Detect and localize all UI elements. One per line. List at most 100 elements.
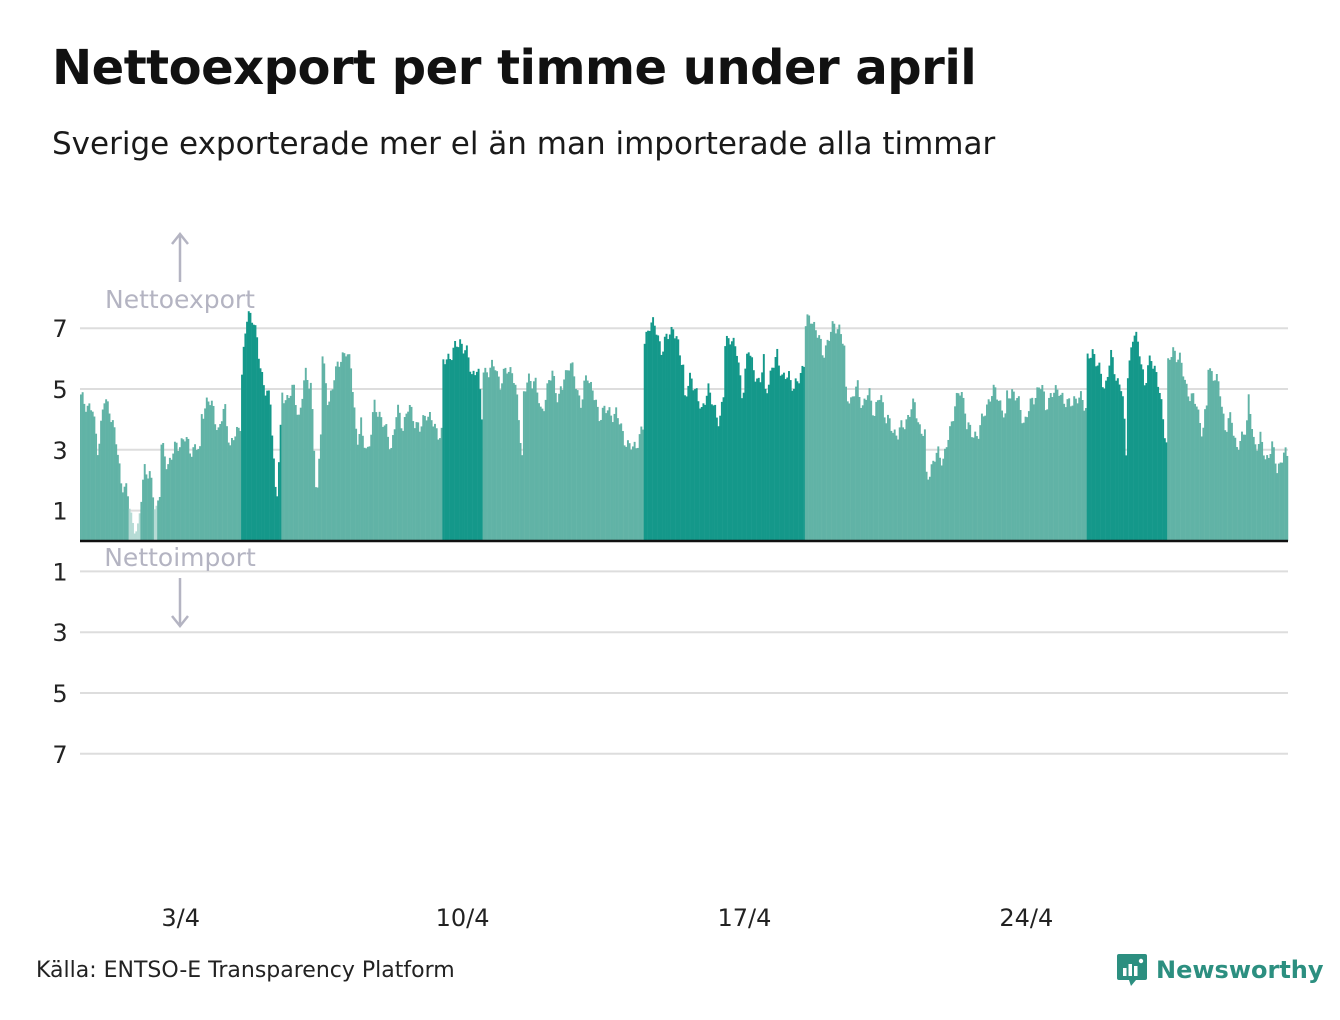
bar xyxy=(980,413,983,541)
bar xyxy=(1068,398,1071,541)
bar xyxy=(912,398,915,541)
bar xyxy=(764,388,767,541)
bar xyxy=(779,375,782,541)
bar xyxy=(491,359,493,541)
bar xyxy=(1078,397,1081,541)
bar xyxy=(836,329,839,541)
bar xyxy=(788,371,790,541)
bar xyxy=(333,380,336,541)
bar xyxy=(80,394,82,541)
bar xyxy=(835,333,837,541)
bar xyxy=(162,442,165,541)
bar xyxy=(200,414,203,541)
bar xyxy=(219,424,222,541)
bar xyxy=(1266,455,1269,541)
bar xyxy=(808,315,811,541)
bar xyxy=(207,401,210,541)
bar xyxy=(467,357,470,541)
bar xyxy=(370,434,373,541)
bar xyxy=(841,343,844,541)
bar xyxy=(329,390,332,541)
bar xyxy=(484,367,487,541)
bar xyxy=(546,383,549,541)
bar xyxy=(714,404,717,541)
bar xyxy=(432,426,435,541)
bar xyxy=(318,458,321,541)
bar xyxy=(618,424,621,541)
bar xyxy=(989,401,992,541)
bar xyxy=(623,445,626,541)
bar xyxy=(204,408,207,541)
bar xyxy=(272,458,275,541)
bar xyxy=(348,354,351,541)
bar xyxy=(833,323,836,541)
bar xyxy=(215,430,218,541)
bar xyxy=(544,399,547,541)
bar xyxy=(682,364,685,541)
bar xyxy=(1222,413,1225,541)
bar xyxy=(1237,449,1240,541)
bar xyxy=(1225,431,1228,541)
bar xyxy=(1048,397,1051,541)
bar xyxy=(905,419,908,541)
bar xyxy=(133,533,136,541)
bar xyxy=(986,404,988,541)
bar xyxy=(863,398,866,541)
bar xyxy=(457,347,460,541)
bar xyxy=(1175,362,1178,541)
bar xyxy=(1073,396,1076,541)
bar xyxy=(581,399,584,541)
bar xyxy=(455,346,458,541)
bar xyxy=(746,353,749,541)
bar xyxy=(534,377,537,541)
bar xyxy=(992,384,995,541)
bar xyxy=(373,399,376,541)
bar xyxy=(1121,396,1124,541)
arrow-up-head xyxy=(171,231,189,245)
bar xyxy=(957,393,960,541)
x-axis-labels: 3/4 10/4 17/4 24/4 xyxy=(161,904,1053,932)
bar xyxy=(1046,409,1049,541)
bar xyxy=(293,384,296,541)
bar xyxy=(984,415,987,541)
bar xyxy=(276,496,279,541)
bar xyxy=(403,417,406,541)
bar xyxy=(195,449,198,541)
bar xyxy=(418,431,421,541)
bar xyxy=(1106,376,1109,541)
bar xyxy=(736,355,738,541)
bar xyxy=(435,428,438,541)
bar xyxy=(304,367,307,541)
bar xyxy=(915,418,918,541)
bar xyxy=(955,392,958,541)
bar xyxy=(727,338,730,541)
bar xyxy=(843,345,846,541)
bar xyxy=(1229,412,1232,541)
bar xyxy=(831,321,834,541)
bar xyxy=(145,474,148,541)
bar xyxy=(1133,335,1136,541)
bar xyxy=(561,389,564,541)
bar xyxy=(110,422,113,541)
bar xyxy=(616,418,619,541)
bar xyxy=(772,367,775,541)
bar xyxy=(261,372,264,541)
bar xyxy=(876,400,879,541)
bar xyxy=(251,322,254,541)
bar xyxy=(1090,357,1092,541)
bar xyxy=(724,346,727,541)
bar xyxy=(591,390,594,541)
bar xyxy=(1281,462,1284,541)
bar xyxy=(667,339,670,541)
bar xyxy=(774,357,777,541)
y-tick-label: 7 xyxy=(52,741,67,769)
bar xyxy=(291,384,294,541)
bar xyxy=(1101,387,1104,541)
bar xyxy=(538,403,540,541)
bar xyxy=(365,448,368,541)
bar xyxy=(1219,396,1222,541)
bar xyxy=(529,381,532,541)
bar xyxy=(113,427,116,541)
bar xyxy=(794,378,797,541)
bar xyxy=(650,322,653,541)
